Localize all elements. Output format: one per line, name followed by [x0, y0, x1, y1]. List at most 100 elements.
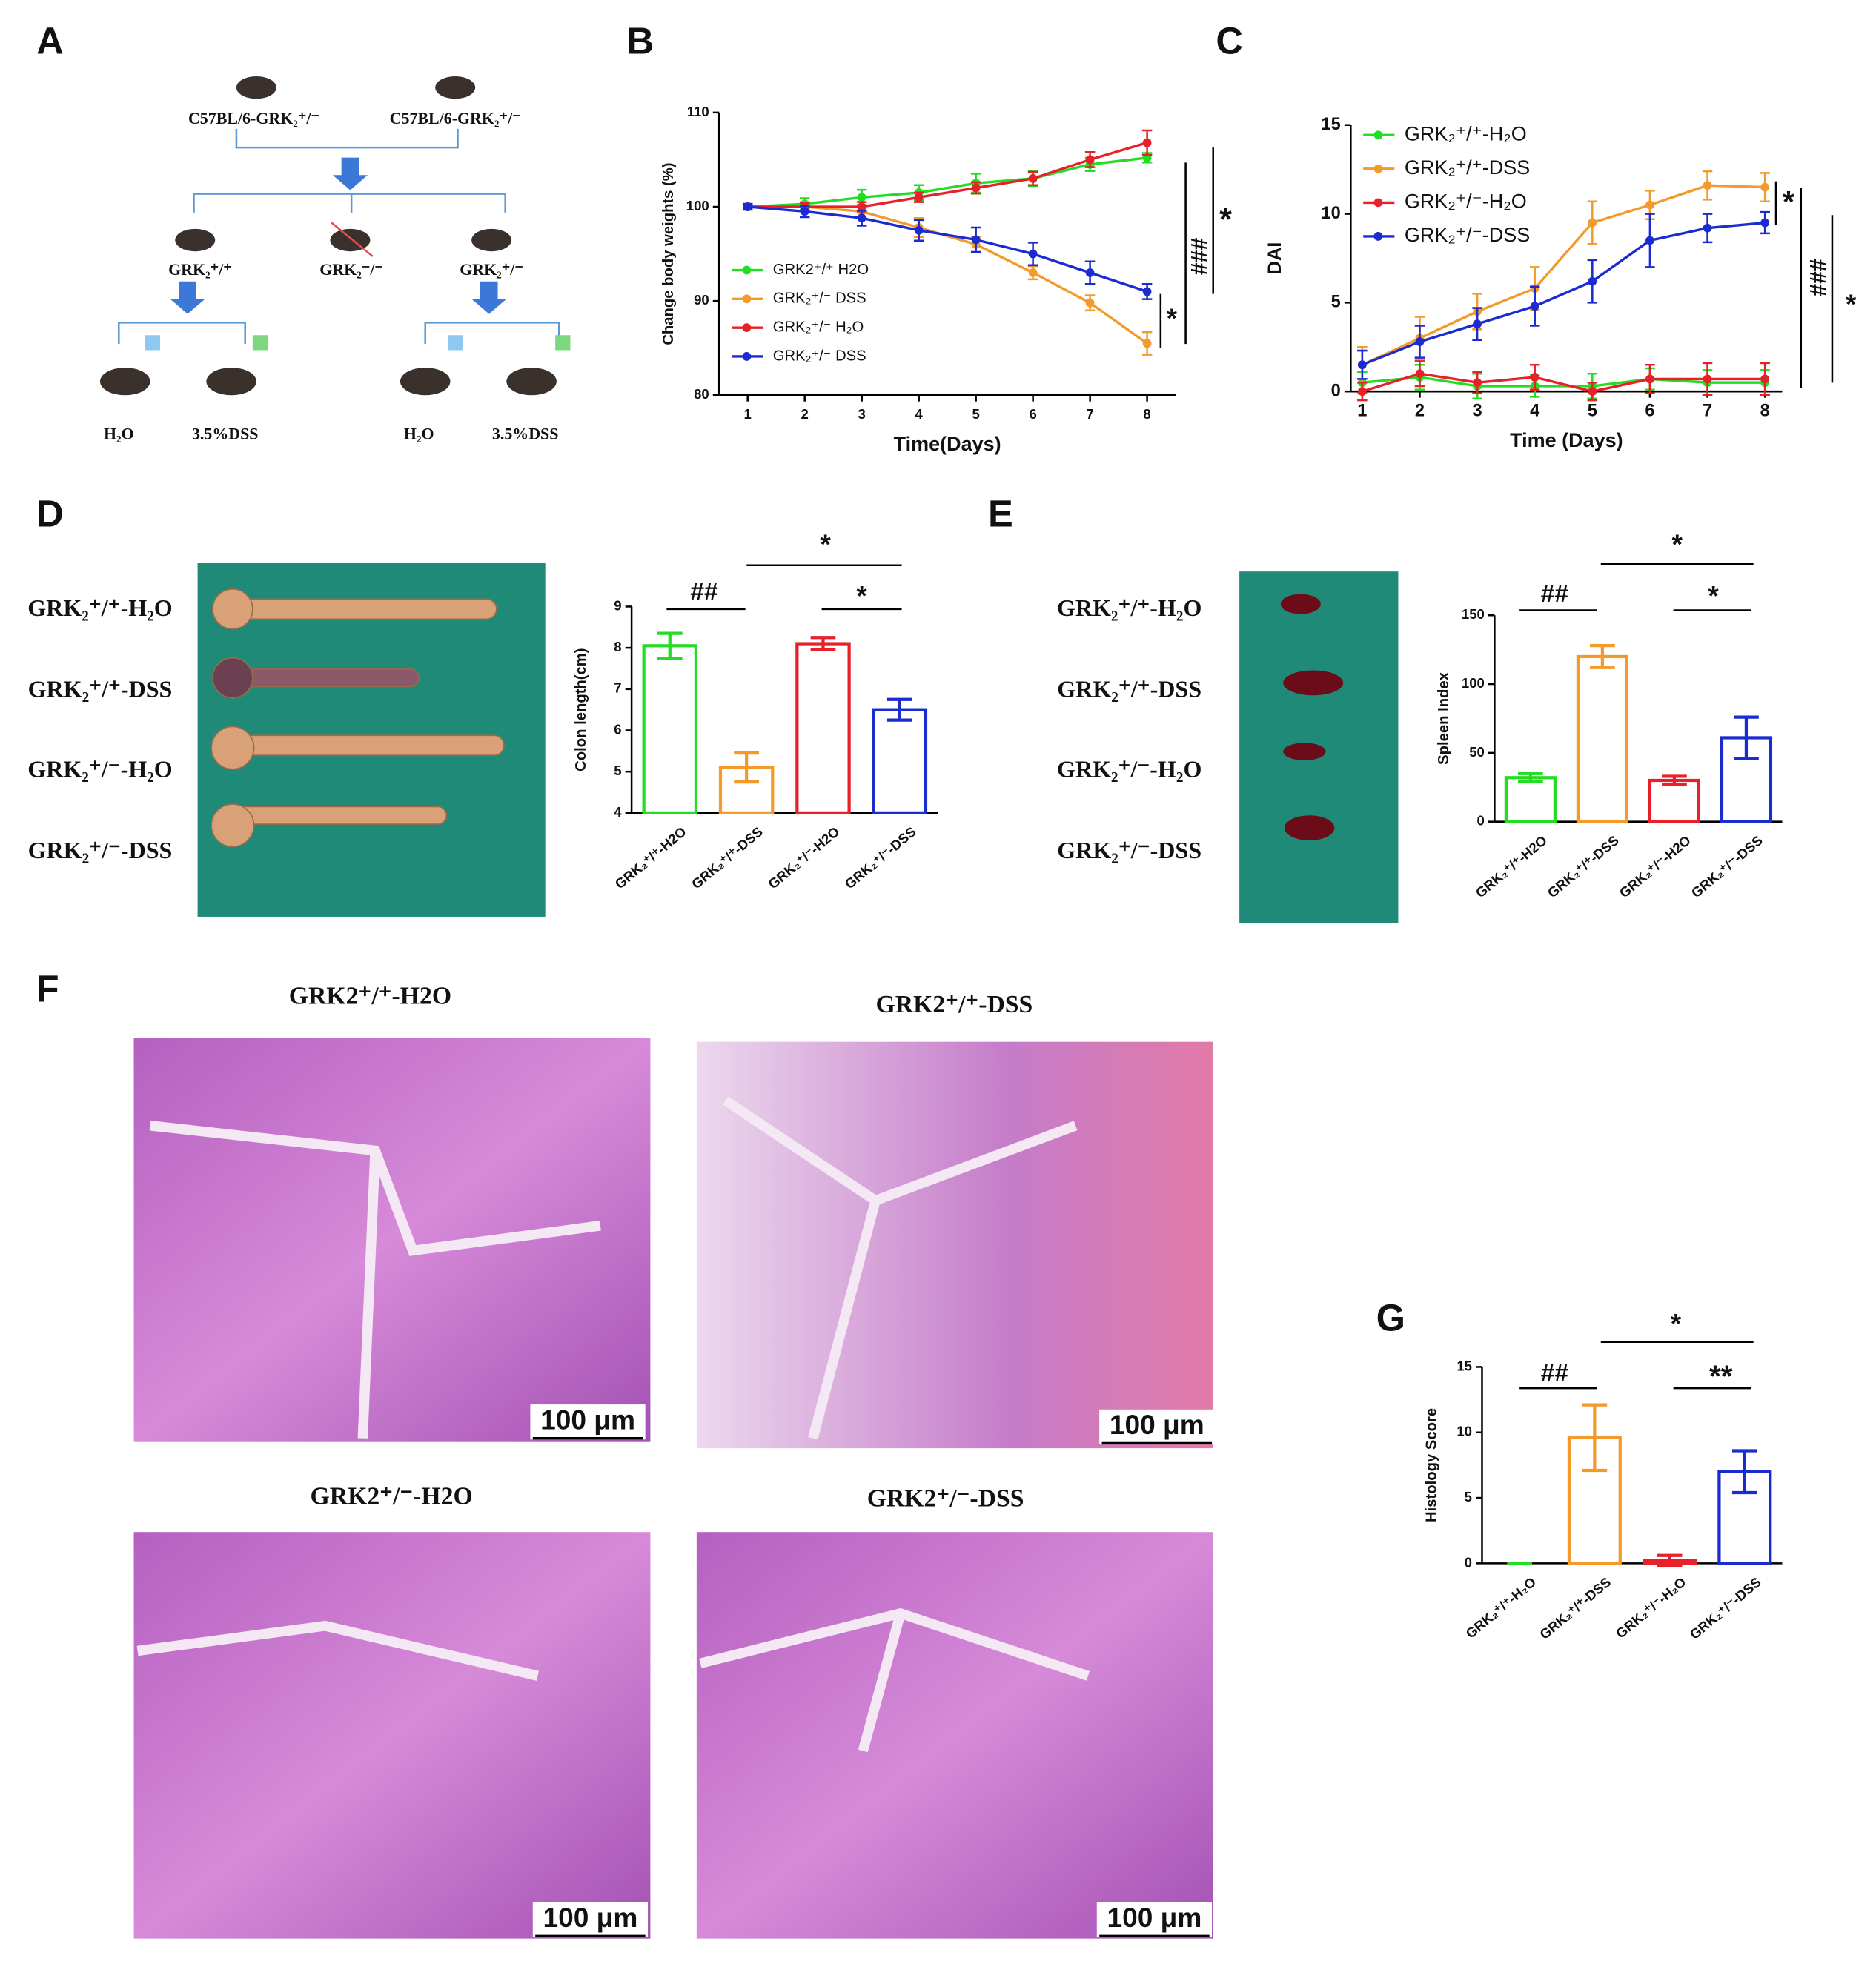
- y-tick-label: 100: [1462, 675, 1485, 691]
- x-tick-label: 5: [1588, 401, 1597, 420]
- arrows: [170, 157, 507, 314]
- x-tick-label: GRK₂⁺/⁻-DSS: [842, 823, 919, 892]
- significance-label: *: [1846, 288, 1857, 319]
- x-tick-label: 6: [1645, 401, 1654, 420]
- data-point: [1760, 218, 1770, 228]
- bar: [1576, 654, 1628, 823]
- error-bar: [734, 751, 760, 784]
- x-tick-label: 7: [1703, 401, 1712, 420]
- panel-label: E: [988, 492, 1013, 534]
- series-line: [1362, 372, 1766, 393]
- legend-label: GRK₂⁺/⁺-H₂O: [1405, 122, 1527, 145]
- bar: [795, 642, 851, 814]
- x-tick-label: 6: [1029, 406, 1036, 422]
- x-tick-label: GRK₂⁺/⁺-DSS: [1545, 832, 1622, 900]
- y-tick-label: 15: [1456, 1358, 1472, 1373]
- histology-image: [696, 1041, 1213, 1449]
- x-tick-label: GRK₂⁺/⁺-H₂O: [1462, 1574, 1539, 1642]
- histology-image: [133, 1038, 651, 1442]
- y-tick-label: 8: [614, 639, 621, 654]
- y-tick-label: 5: [1331, 293, 1341, 312]
- significance-label: ##: [1541, 580, 1569, 608]
- group-label: GRK₂⁺/⁺-DSS: [28, 676, 173, 703]
- significance-label: *: [1783, 185, 1794, 219]
- data-point: [743, 202, 752, 211]
- significance-label: ###: [1186, 238, 1210, 276]
- treatment-label: H₂O: [404, 424, 434, 442]
- histology-image: [696, 1532, 1213, 1939]
- error-bar: [1518, 772, 1543, 783]
- scale-bar-bg: [1099, 1409, 1215, 1445]
- data-point: [914, 225, 924, 235]
- legend-label: GRK₂⁺/⁻ H₂O: [773, 319, 864, 335]
- x-tick-label: GRK₂⁺/⁺-DSS: [1537, 1574, 1614, 1642]
- histology-image: [133, 1532, 651, 1939]
- x-tick-label: 2: [801, 406, 809, 422]
- treatment-label: 3.5%DSS: [492, 424, 559, 442]
- data-point: [1703, 374, 1712, 384]
- x-tick-label: GRK₂⁺/⁻-H₂O: [1613, 1574, 1689, 1642]
- data-point: [857, 202, 866, 211]
- bar: [1504, 776, 1557, 823]
- error-bar: [810, 636, 836, 652]
- data-point: [1645, 200, 1654, 210]
- legend-marker: [1373, 232, 1383, 241]
- x-tick-label: 1: [744, 406, 752, 422]
- significance-label: ##: [690, 577, 718, 605]
- significance-label: *: [1671, 528, 1683, 560]
- group-label: GRK₂⁺/⁺-H₂O: [1057, 594, 1201, 621]
- scale-bar-label: 100 μm: [1107, 1902, 1201, 1933]
- x-axis-label: Time (Days): [1510, 429, 1623, 451]
- y-axis-label: DAI: [1265, 242, 1285, 275]
- y-tick-label: 15: [1322, 115, 1341, 134]
- data-point: [1645, 374, 1654, 384]
- legend-label: GRK₂⁺/⁻-H₂O: [1405, 190, 1527, 212]
- error-bar: [1590, 643, 1615, 669]
- x-tick-label: 3: [858, 406, 866, 422]
- histology-title: GRK2⁺/⁻-H2O: [311, 1482, 473, 1510]
- y-tick-label: 50: [1469, 744, 1485, 760]
- data-point: [1415, 337, 1425, 346]
- parent-label: C57BL/6-GRK₂⁺/⁻: [390, 109, 521, 127]
- bar: [1648, 778, 1701, 823]
- data-point: [1588, 218, 1597, 228]
- x-tick-label: GRK₂⁺/⁺-H2O: [611, 823, 689, 892]
- x-tick-label: 3: [1473, 401, 1482, 420]
- panel-label: A: [36, 19, 64, 62]
- x-tick-label: GRK₂⁺/⁻-H2O: [765, 823, 842, 892]
- data-point: [971, 183, 981, 193]
- significance-label: *: [1219, 201, 1233, 237]
- x-tick-label: 1: [1357, 401, 1367, 420]
- data-point: [1645, 236, 1654, 245]
- y-tick-label: 10: [1456, 1424, 1472, 1439]
- data-point: [1085, 268, 1095, 277]
- y-tick-label: 4: [614, 804, 622, 820]
- series-line: [1362, 184, 1766, 366]
- treatment-label: 3.5%DSS: [192, 424, 259, 442]
- group-label: GRK₂⁺/⁻-DSS: [28, 837, 173, 863]
- panel-label: G: [1376, 1296, 1405, 1338]
- significance-label: *: [1708, 580, 1719, 611]
- x-tick-label: 2: [1415, 401, 1425, 420]
- significance-label: *: [856, 580, 867, 611]
- y-tick-label: 10: [1322, 204, 1341, 223]
- significance-label: **: [1709, 1358, 1733, 1393]
- parent-label: C57BL/6-GRK₂⁺/⁻: [188, 109, 319, 127]
- y-tick-label: 6: [614, 721, 621, 737]
- y-tick-label: 80: [694, 386, 709, 402]
- bottles: [145, 335, 571, 351]
- error-bar: [1734, 715, 1759, 760]
- data-point: [1142, 339, 1152, 348]
- error-bar: [657, 631, 683, 660]
- data-point: [1760, 374, 1770, 384]
- x-tick-label: GRK₂⁺/⁺-H2O: [1473, 832, 1550, 900]
- data-point: [1085, 298, 1095, 308]
- series-line: [1362, 376, 1766, 388]
- bar: [872, 708, 928, 814]
- y-tick-label: 90: [694, 292, 709, 308]
- error-bar: [1731, 1449, 1757, 1495]
- error-bar: [886, 697, 912, 722]
- data-point: [1760, 182, 1770, 192]
- y-tick-label: 110: [687, 104, 709, 119]
- data-point: [1588, 276, 1597, 286]
